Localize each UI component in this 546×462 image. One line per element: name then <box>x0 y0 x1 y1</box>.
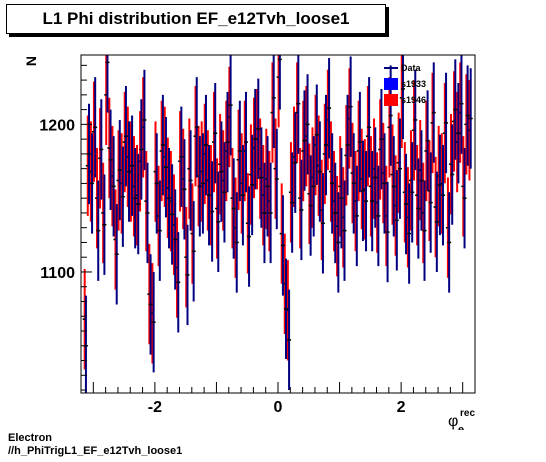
footer-line-2: //h_PhiTrigL1_EF_e12Tvh_loose1 <box>8 445 183 457</box>
x-axis-label-sup: rec <box>460 408 475 419</box>
chart-title-box: L1 Phi distribution EF_e12Tvh_loose1 <box>6 4 386 34</box>
legend-label-s1933: s1933 <box>401 79 426 89</box>
chart-title: L1 Phi distribution EF_e12Tvh_loose1 <box>42 9 350 28</box>
legend-marker-s1933 <box>384 78 398 90</box>
y-axis-label: N <box>23 56 39 66</box>
x-tick-label: -2 <box>148 399 162 416</box>
y-tick-label: 1100 <box>40 265 75 282</box>
x-axis-label-sub: e <box>458 424 464 430</box>
footer-text: Electron //h_PhiTrigL1_EF_e12Tvh_loose1 <box>8 432 182 458</box>
legend-label-s1946: s1946 <box>401 95 426 105</box>
x-tick-label: 0 <box>274 399 283 416</box>
x-tick-label: 2 <box>397 399 406 416</box>
x-axis-label: φ <box>448 413 458 430</box>
chart-plot: -2 0 2 1100 1200 Nφ rec e Data s1933 s1946 <box>23 54 476 430</box>
legend-label-data: Data <box>401 63 422 73</box>
y-tick-label: 1200 <box>39 117 75 134</box>
footer-line-1: Electron <box>8 432 53 444</box>
series-group <box>82 55 473 393</box>
legend-marker-s1946 <box>384 94 398 106</box>
